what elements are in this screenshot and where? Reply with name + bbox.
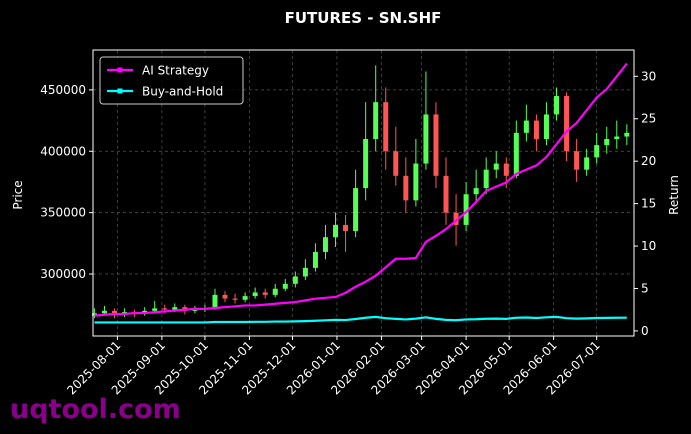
candle-body [343, 224, 349, 232]
line [94, 62, 628, 317]
candle-body [353, 188, 359, 232]
candle-body [312, 251, 318, 268]
candle-body [443, 175, 449, 213]
candle-body [453, 212, 459, 225]
candle-body [614, 136, 620, 139]
legend-marker [117, 67, 123, 73]
candle-body [302, 267, 308, 277]
candle-body [473, 188, 479, 195]
candle-body [373, 102, 379, 139]
candle-body [463, 194, 469, 225]
legend-box [99, 56, 244, 105]
candle-body [594, 145, 600, 158]
y2-tick-label: 20 [641, 154, 656, 168]
candle-body [292, 276, 298, 284]
candle-body [523, 120, 529, 133]
candle-body [333, 224, 339, 238]
candle-body [513, 132, 519, 176]
candle-body [383, 102, 389, 152]
y2-tick-label: 15 [641, 197, 656, 211]
candle-body [363, 138, 369, 189]
candle-body [172, 307, 178, 310]
watermark: uqtool.com [10, 394, 181, 425]
y2-tick-label: 10 [641, 239, 656, 253]
candle-body [91, 313, 97, 316]
candle-body [162, 308, 168, 310]
y-tick-label: 400000 [40, 144, 86, 158]
candle-body [242, 296, 248, 300]
legend-marker [117, 88, 123, 94]
candle-body [543, 114, 549, 139]
candle-body [282, 283, 288, 289]
candle-body [564, 96, 570, 152]
candle-body [413, 163, 419, 201]
candle-body [624, 132, 630, 137]
candle-body [533, 120, 539, 139]
legend-label: AI Strategy [142, 64, 209, 78]
y2-tick-label: 30 [641, 69, 656, 83]
y2-tick-label: 0 [641, 324, 649, 338]
candle-body [222, 294, 228, 299]
candle-body [574, 151, 580, 170]
chart-title: FUTURES - SN.SHF [285, 9, 442, 27]
candle-body [554, 96, 560, 115]
y-tick-label: 350000 [40, 206, 86, 220]
candle-body [423, 114, 429, 164]
candle-body [262, 292, 268, 295]
candle-body [493, 163, 499, 170]
candle-body [322, 237, 328, 252]
candle-body [192, 309, 198, 311]
candle-body [101, 310, 107, 314]
candle-body [152, 308, 158, 311]
candle-body [252, 292, 258, 297]
candle-body [112, 310, 118, 315]
candle-body [503, 163, 509, 176]
candle-body [584, 157, 590, 170]
line [94, 315, 627, 324]
candle-body [272, 288, 278, 295]
candle-body [393, 151, 399, 176]
candle-body [232, 298, 238, 300]
y2-tick-label: 25 [641, 112, 656, 126]
legend-label: Buy-and-Hold [142, 85, 223, 99]
y-axis-label: Price [11, 180, 25, 209]
y-tick-label: 300000 [40, 267, 86, 281]
candle-body [483, 169, 489, 189]
plot-frame [92, 49, 635, 337]
candle-body [212, 294, 218, 309]
candle-body [403, 175, 409, 201]
candle-body [604, 138, 610, 146]
y2-tick-label: 5 [641, 281, 649, 295]
y2-axis-label: Return [667, 175, 681, 215]
candle-body [433, 114, 439, 176]
y-tick-label: 450000 [40, 83, 86, 97]
